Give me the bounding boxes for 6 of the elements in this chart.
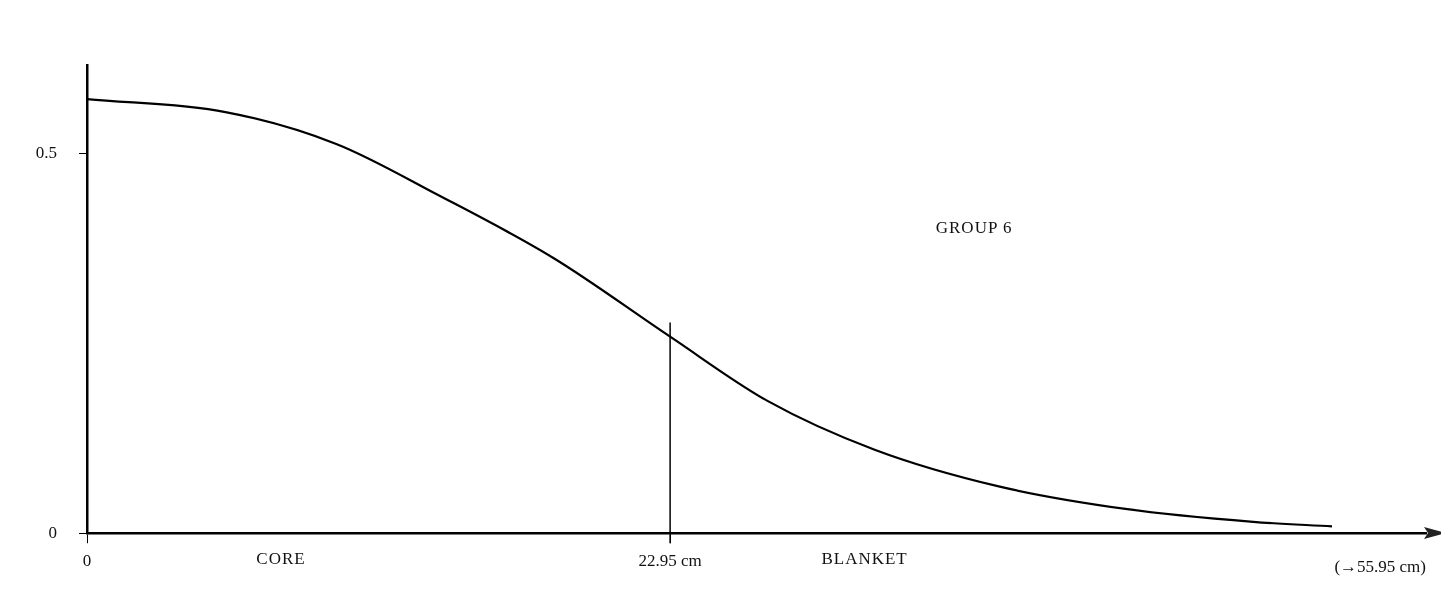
x-tick-label: 22.95 cm <box>638 550 702 570</box>
text: CORE <box>256 549 306 570</box>
annotation: GROUP 6 <box>935 218 1013 238</box>
x-axis-title: (→55.95 cm) <box>1334 557 1426 577</box>
y-tick-label: 0.5 <box>35 143 57 163</box>
text: BLANKET <box>821 549 908 570</box>
